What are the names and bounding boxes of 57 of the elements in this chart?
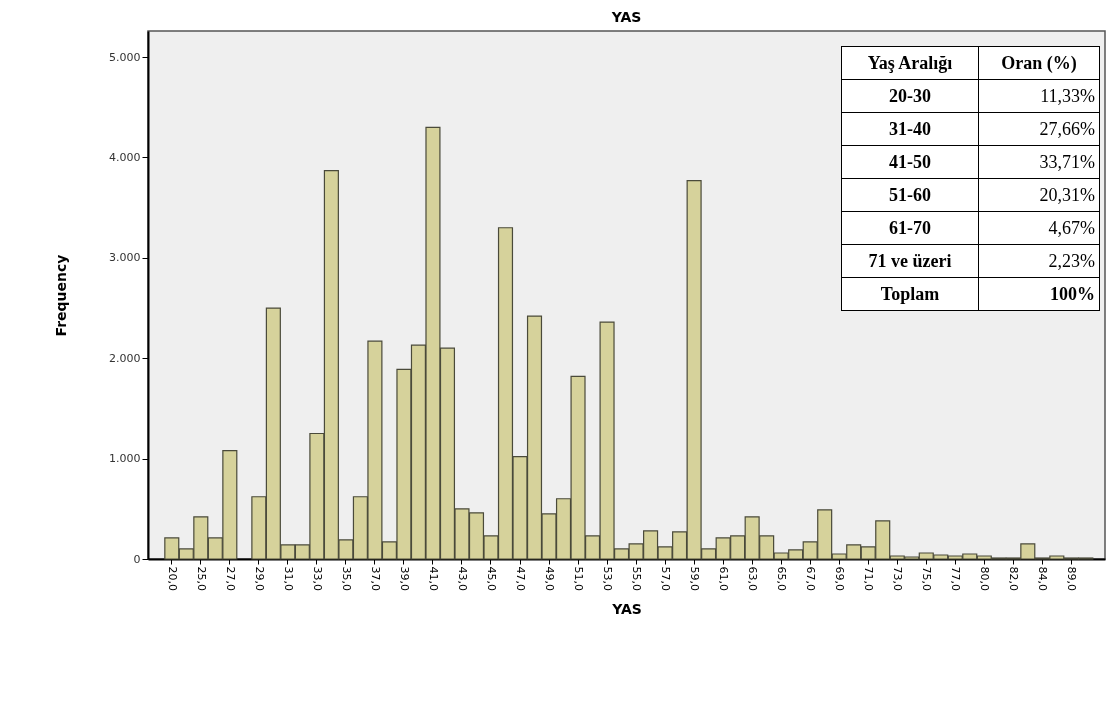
category-label: 20-30 xyxy=(841,79,979,113)
x-tick-label: 77,0 xyxy=(949,566,963,591)
x-tick-label: 65,0 xyxy=(775,566,789,591)
x-tick-label: 80,0 xyxy=(978,566,992,591)
x-tick-label: 35,0 xyxy=(339,566,353,591)
category-label: 61-70 xyxy=(841,211,979,245)
data-label: 20,31% xyxy=(978,178,1100,212)
x-tick-label: 51,0 xyxy=(572,566,586,591)
x-tick-label: 20,0 xyxy=(165,566,179,591)
y-tick-label: 4.000 xyxy=(109,150,141,164)
x-tick-label: 84,0 xyxy=(1036,566,1050,591)
annotation: Oran (%) xyxy=(978,46,1100,80)
y-tick-label: 0 xyxy=(133,552,141,566)
x-tick-label: 57,0 xyxy=(659,566,673,591)
data-label: 100% xyxy=(978,277,1100,311)
x-tick-label: 89,0 xyxy=(1065,566,1079,591)
data-label: 33,71% xyxy=(978,145,1100,179)
y-axis-title: Frequency xyxy=(53,254,70,337)
x-tick-label: 82,0 xyxy=(1007,566,1021,591)
x-tick-label: 67,0 xyxy=(804,566,818,591)
data-label: 2,23% xyxy=(978,244,1100,278)
annotation: Yaş Aralığı xyxy=(841,46,979,80)
x-tick-label: 25,0 xyxy=(194,566,208,591)
x-tick-label: 59,0 xyxy=(688,566,702,591)
x-tick-label: 61,0 xyxy=(717,566,731,591)
x-tick-label: 47,0 xyxy=(514,566,528,591)
x-tick-label: 29,0 xyxy=(252,566,266,591)
data-label: 4,67% xyxy=(978,211,1100,245)
x-tick-label: 33,0 xyxy=(310,566,324,591)
x-axis-title: YAS xyxy=(611,600,642,617)
x-tick-label: 45,0 xyxy=(484,566,498,591)
y-tick-label: 1.000 xyxy=(109,452,141,466)
data-label: 27,66% xyxy=(978,112,1100,146)
x-tick-label: 41,0 xyxy=(426,566,440,591)
x-tick-label: 39,0 xyxy=(397,566,411,591)
x-tick-label: 27,0 xyxy=(223,566,237,591)
data-label: 11,33% xyxy=(978,79,1100,113)
x-tick-label: 73,0 xyxy=(891,566,905,591)
x-tick-label: 63,0 xyxy=(746,566,760,591)
y-tick-label: 2.000 xyxy=(109,351,141,365)
x-tick-label: 75,0 xyxy=(920,566,934,591)
category-label: 41-50 xyxy=(841,145,979,179)
x-tick-label: 71,0 xyxy=(862,566,876,591)
category-label: Toplam xyxy=(841,277,979,311)
x-tick-label: 49,0 xyxy=(543,566,557,591)
category-label: 71 ve üzeri xyxy=(841,244,979,278)
x-tick-label: 69,0 xyxy=(833,566,847,591)
x-tick-label: 53,0 xyxy=(601,566,615,591)
chart-title: YAS xyxy=(610,9,642,25)
y-tick-label: 5.000 xyxy=(109,50,141,64)
category-label: 31-40 xyxy=(841,112,979,146)
x-tick-label: 37,0 xyxy=(368,566,382,591)
x-tick-label: 31,0 xyxy=(281,566,295,591)
x-tick-label: 55,0 xyxy=(630,566,644,591)
category-label: 51-60 xyxy=(841,178,979,212)
y-tick-label: 3.000 xyxy=(109,251,141,265)
x-tick-label: 43,0 xyxy=(455,566,469,591)
